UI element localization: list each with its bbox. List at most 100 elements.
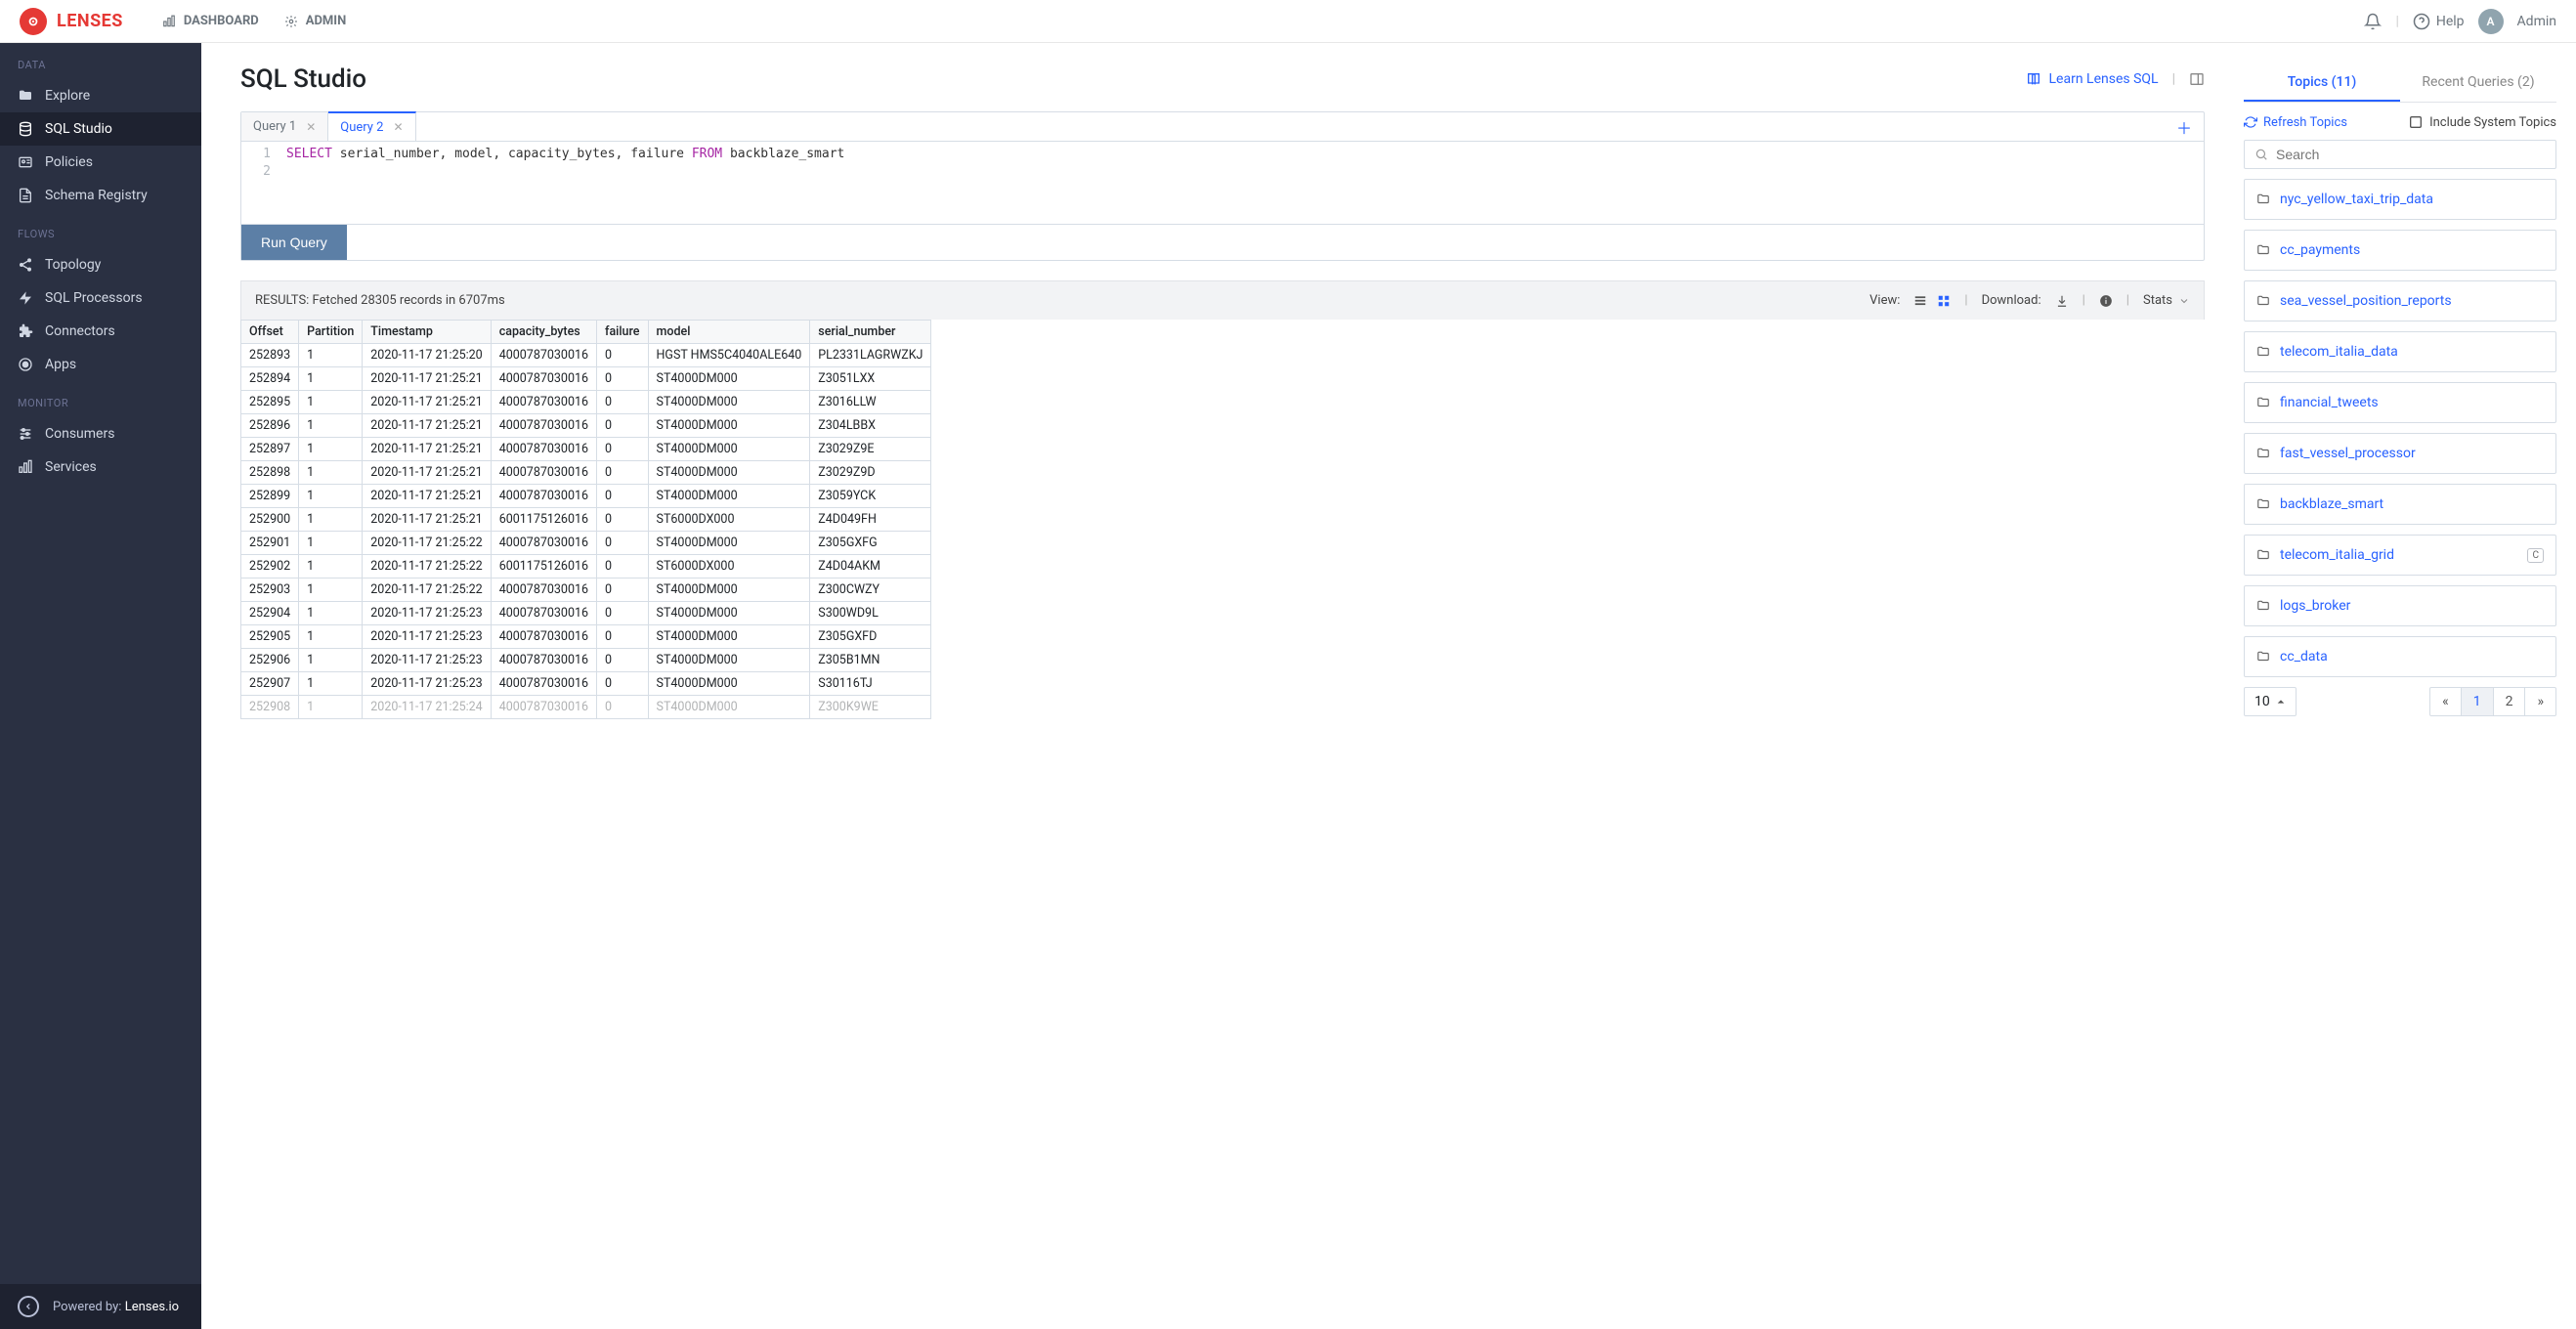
table-cell: PL2331LAGRWZKJ [810,344,931,367]
sidebar-item-policies[interactable]: Policies [0,146,201,179]
table-row[interactable]: 25290412020-11-17 21:25:2340007870300160… [241,602,931,625]
sidebar-item-sql-processors[interactable]: SQL Processors [0,281,201,315]
download-label: Download: [1982,293,2041,308]
table-row[interactable]: 25290012020-11-17 21:25:2160011751260160… [241,508,931,532]
table-row[interactable]: 25290112020-11-17 21:25:2240007870300160… [241,532,931,555]
footer-link[interactable]: Lenses.io [125,1300,179,1314]
nav-dashboard[interactable]: DASHBOARD [162,14,259,28]
download-icon[interactable] [2055,294,2069,308]
refresh-topics-button[interactable]: Refresh Topics [2244,115,2347,130]
sidebar-item-explore[interactable]: Explore [0,79,201,112]
sidebar-item-label: SQL Processors [45,290,143,306]
page-button[interactable]: » [2525,688,2555,715]
table-cell: Z300K9WE [810,696,931,719]
topic-item[interactable]: logs_broker [2244,585,2556,626]
add-tab-button[interactable]: ＋ [2165,112,2204,141]
table-cell: 4000787030016 [491,649,596,672]
tab-query-2[interactable]: Query 2 ✕ [328,111,415,141]
table-cell: 4000787030016 [491,602,596,625]
avatar[interactable]: A [2478,9,2504,34]
close-icon[interactable]: ✕ [306,120,316,134]
table-header-cell[interactable]: Offset [241,321,299,344]
learn-link[interactable]: Learn Lenses SQL | [2026,71,2205,87]
table-cell: S300WD9L [810,602,931,625]
table-cell: 1 [299,367,363,391]
topic-item[interactable]: nyc_yellow_taxi_trip_data [2244,179,2556,220]
table-row[interactable]: 25289812020-11-17 21:25:2140007870300160… [241,461,931,485]
topic-item[interactable]: backblaze_smart [2244,484,2556,525]
sidebar-item-services[interactable]: Services [0,450,201,484]
topic-item[interactable]: cc_data [2244,636,2556,677]
table-row[interactable]: 25290712020-11-17 21:25:2340007870300160… [241,672,931,696]
table-row[interactable]: 25290312020-11-17 21:25:2240007870300160… [241,579,931,602]
refresh-icon [2244,115,2257,129]
table-header-cell[interactable]: capacity_bytes [491,321,596,344]
sidebar-item-apps[interactable]: Apps [0,348,201,381]
topic-item[interactable]: financial_tweets [2244,382,2556,423]
back-icon[interactable] [18,1296,39,1317]
topic-item[interactable]: telecom_italia_data [2244,331,2556,372]
table-row[interactable]: 25289412020-11-17 21:25:2140007870300160… [241,367,931,391]
grid-icon[interactable] [1937,294,1951,308]
topic-item[interactable]: cc_payments [2244,230,2556,271]
logo[interactable]: LENSES [20,8,123,35]
table-row[interactable]: 25289312020-11-17 21:25:2040007870300160… [241,344,931,367]
page-button[interactable]: 1 [2462,688,2494,715]
sidebar-item-sql-studio[interactable]: SQL Studio [0,112,201,146]
nav-dashboard-label: DASHBOARD [184,14,259,28]
bar-chart-icon [162,15,176,28]
topic-item[interactable]: telecom_italia_gridC [2244,535,2556,576]
tab-recent-queries[interactable]: Recent Queries (2) [2400,64,2556,102]
sidebar-item-topology[interactable]: Topology [0,248,201,281]
help-link[interactable]: Help [2413,13,2465,30]
info-icon[interactable] [2099,294,2113,308]
close-icon[interactable]: ✕ [394,120,404,134]
table-header-cell[interactable]: model [648,321,810,344]
page-button[interactable]: 2 [2494,688,2526,715]
sidebar-item-consumers[interactable]: Consumers [0,417,201,450]
table-row[interactable]: 25290512020-11-17 21:25:2340007870300160… [241,625,931,649]
search-input[interactable] [2276,147,2546,162]
code-content[interactable]: SELECT serial_number, model, capacity_by… [279,142,852,224]
table-header-cell[interactable]: Partition [299,321,363,344]
stats-toggle[interactable]: Stats [2143,293,2190,308]
table-row[interactable]: 25289712020-11-17 21:25:2140007870300160… [241,438,931,461]
folder-icon [2256,447,2270,460]
topbar-right: | Help A Admin [2364,9,2556,34]
table-row[interactable]: 25289912020-11-17 21:25:2140007870300160… [241,485,931,508]
sidebar-item-schema-registry[interactable]: Schema Registry [0,179,201,212]
topic-name: cc_payments [2280,242,2360,258]
bell-icon[interactable] [2364,13,2382,30]
table-header-cell[interactable]: Timestamp [363,321,491,344]
code-text: backblaze_smart [722,147,844,161]
topic-name: backblaze_smart [2280,496,2383,512]
table-cell: ST4000DM000 [648,649,810,672]
topic-item[interactable]: sea_vessel_position_reports [2244,280,2556,322]
nav-admin[interactable]: ADMIN [284,14,347,28]
table-cell: 252894 [241,367,299,391]
code-area[interactable]: 1 2 SELECT serial_number, model, capacit… [241,142,2204,224]
topic-name: cc_data [2280,649,2328,664]
table-row[interactable]: 25289612020-11-17 21:25:2140007870300160… [241,414,931,438]
tab-topics[interactable]: Topics (11) [2244,64,2400,102]
topic-item[interactable]: fast_vessel_processor [2244,433,2556,474]
table-row[interactable]: 25290612020-11-17 21:25:2340007870300160… [241,649,931,672]
sidebar-item-connectors[interactable]: Connectors [0,315,201,348]
search-box[interactable] [2244,140,2556,169]
table-row[interactable]: 25290812020-11-17 21:25:2440007870300160… [241,696,931,719]
run-query-button[interactable]: Run Query [241,225,347,260]
table-header-cell[interactable]: serial_number [810,321,931,344]
help-icon [2413,13,2430,30]
page-button[interactable]: « [2430,688,2462,715]
table-row[interactable]: 25289512020-11-17 21:25:2140007870300160… [241,391,931,414]
table-cell: 252900 [241,508,299,532]
list-icon[interactable] [1913,294,1927,308]
table-cell: 0 [597,532,648,555]
divider: | [1964,293,1967,308]
tab-query-1[interactable]: Query 1 ✕ [241,112,328,141]
page-size-select[interactable]: 10 [2244,687,2297,716]
include-system-toggle[interactable]: Include System Topics [2408,114,2556,130]
panel-right-icon[interactable] [2189,71,2205,87]
table-header-cell[interactable]: failure [597,321,648,344]
table-row[interactable]: 25290212020-11-17 21:25:2260011751260160… [241,555,931,579]
